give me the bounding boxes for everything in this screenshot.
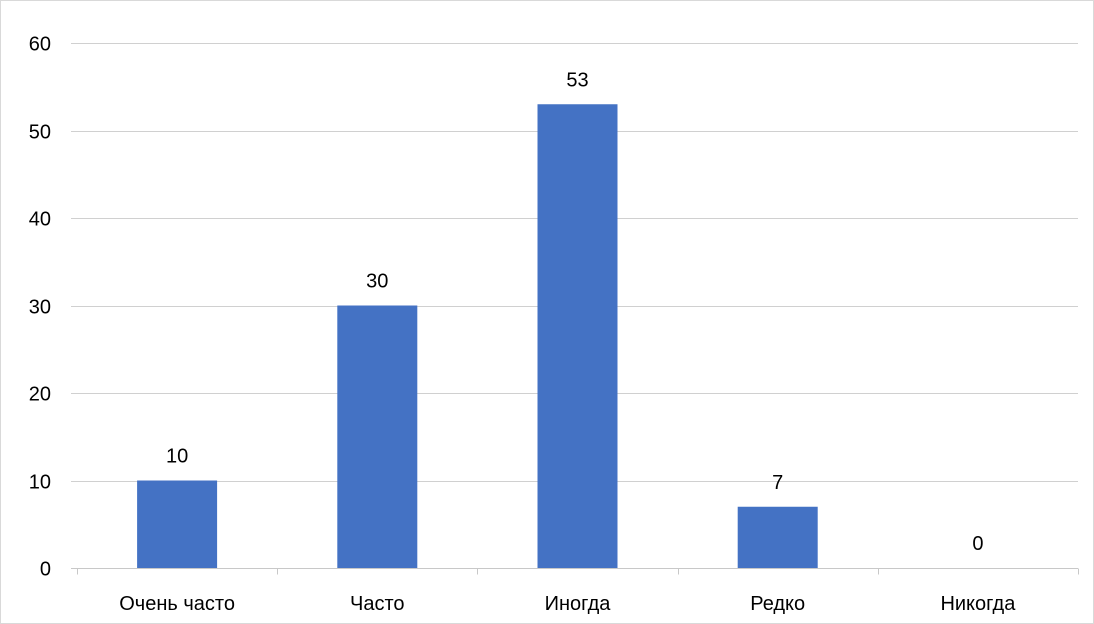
data-label: 7 bbox=[772, 472, 783, 494]
y-tick-label: 60 bbox=[29, 34, 51, 56]
x-tick-label: Очень часто bbox=[119, 593, 235, 615]
x-axis bbox=[71, 568, 1079, 575]
y-tick-label: 30 bbox=[29, 297, 51, 319]
y-tick-label: 10 bbox=[29, 472, 51, 494]
labels: 0 10 20 30 40 50 60 10 Очень часто 30 Часто 53 Иногд… bbox=[29, 34, 1016, 616]
bar bbox=[737, 506, 818, 568]
y-tick-label: 50 bbox=[29, 122, 51, 144]
bar bbox=[137, 480, 218, 568]
data-label: 10 bbox=[166, 446, 188, 468]
bars bbox=[137, 104, 818, 568]
bar bbox=[537, 104, 618, 568]
y-tick-label: 40 bbox=[29, 209, 51, 231]
data-label: 30 bbox=[366, 271, 388, 293]
x-tick-label: Редко bbox=[750, 593, 805, 615]
x-tick-label: Часто bbox=[350, 593, 405, 615]
x-tick-label: Иногда bbox=[545, 593, 612, 615]
y-tick-label: 0 bbox=[40, 559, 51, 581]
y-tick-label: 20 bbox=[29, 384, 51, 406]
bar bbox=[337, 305, 418, 568]
data-label: 0 bbox=[972, 533, 983, 555]
data-label: 53 bbox=[566, 69, 588, 91]
x-tick-label: Никогда bbox=[940, 593, 1016, 615]
